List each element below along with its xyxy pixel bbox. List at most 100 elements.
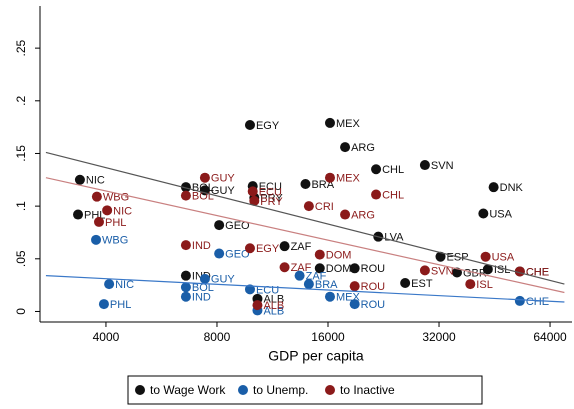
point [252,300,263,311]
point-label: USA [489,208,512,220]
point [91,191,102,202]
point [340,142,351,153]
point-label: CHE [526,296,549,308]
point [478,208,489,219]
point-label: DOM [326,249,352,261]
point-label: SVN [431,265,454,277]
legend-label: to Unemp. [253,383,308,397]
point [324,117,335,128]
point [514,295,525,306]
point [73,209,84,220]
point-label: WBG [102,235,128,247]
y-tick-label: .2 [14,95,28,105]
y-tick-label: .1 [14,201,28,211]
point [180,190,191,201]
point-label: GEO [225,220,250,232]
point [349,299,360,310]
point-label: ZAF [291,241,312,253]
point [482,264,493,275]
point-label: NIC [115,279,134,291]
y-tick-label: 0 [14,308,28,315]
point [480,251,491,262]
x-tick-label: 32000 [422,330,456,344]
point [180,270,191,281]
point-label: IND [192,240,211,252]
point-label: USA [492,252,515,264]
point-label: BRA [315,279,338,291]
point-label: ZAF [306,271,327,283]
point [247,186,258,197]
point-label: ROU [361,263,386,275]
point [340,209,351,220]
point [488,182,499,193]
point-label: EGY [256,243,280,255]
point-label: PHL [110,299,131,311]
point [279,241,290,252]
point-label: NIC [86,175,105,187]
point [214,220,225,231]
point [104,279,115,290]
point [314,249,325,260]
point [244,284,255,295]
point-label: ALB [263,305,284,317]
point [371,164,382,175]
point-label: ROU [361,281,386,293]
x-tick-label: 8000 [204,330,231,344]
point [180,282,191,293]
point-label: GBR [463,267,487,279]
point-label: ESP [447,252,469,264]
point [93,216,104,227]
x-tick-label: 4000 [93,330,120,344]
point-label: ARG [351,209,375,221]
point-label: ALB [263,294,284,306]
point-label: ALB [263,300,284,312]
point-label: ISL [476,279,493,291]
legend-marker [135,385,145,395]
point [74,174,85,185]
point-label: PRY [260,193,283,205]
point-label: EGY [256,120,280,132]
point-label: CRI [315,201,334,213]
y-tick-label: .15 [14,145,28,162]
x-tick-label: 64000 [533,330,567,344]
point-label: EST [411,278,433,290]
point-label: IND [192,292,211,304]
point [180,182,191,193]
point [102,205,113,216]
point-label: DNK [500,182,524,194]
y-tick-label: .25 [14,39,28,56]
point-label: SVN [431,160,454,172]
point [324,172,335,183]
fit-line [45,151,565,285]
legend [127,375,483,405]
point-label: PHL [105,217,126,229]
point-label: ECU [259,186,282,198]
point [279,262,290,273]
point-label: MEX [336,173,361,185]
point-label: ZAF [291,262,312,274]
point [400,278,411,289]
point [300,179,311,190]
point [214,248,225,259]
point [180,240,191,251]
point [244,243,255,254]
point-label: CHL [382,189,404,201]
point [451,267,462,278]
x-tick-label: 16000 [311,330,345,344]
x-axis-title: GDP per capita [268,348,364,364]
point [199,273,210,284]
point-label: BOL [192,282,214,294]
point [419,265,430,276]
point [303,201,314,212]
point [199,172,210,183]
point [371,189,382,200]
point [349,281,360,292]
point-label: GUY [211,274,236,286]
point [294,270,305,281]
point-label: DOM [326,263,352,275]
point-label: ROU [361,299,386,311]
legend-label: to Inactive [340,383,395,397]
point-label: ECU [259,181,282,193]
point-label: GUY [211,173,236,185]
